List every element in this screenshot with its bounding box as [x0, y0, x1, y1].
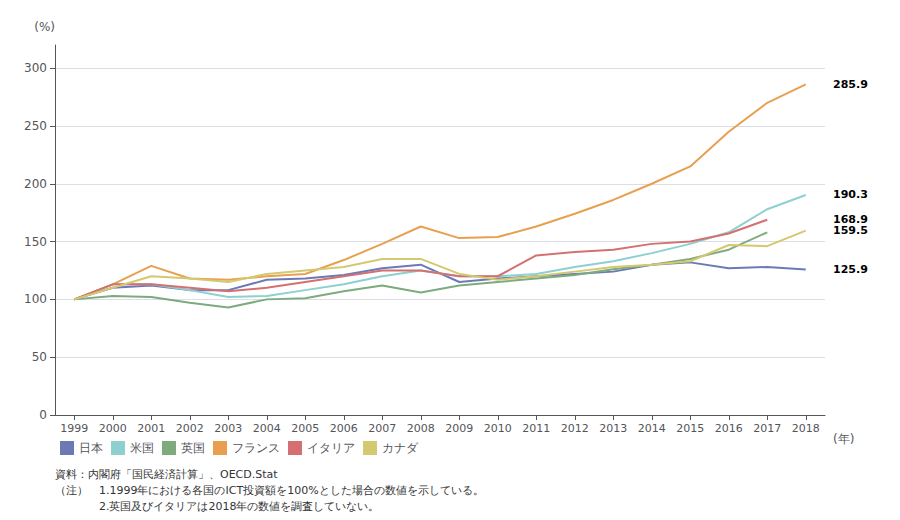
svg-text:190.3: 190.3: [833, 188, 868, 201]
svg-text:2.英国及びイタリアは2018年の数値を調査していない。: 2.英国及びイタリアは2018年の数値を調査していない。: [55, 500, 380, 513]
svg-text:イタリア: イタリア: [307, 441, 355, 455]
svg-text:2007: 2007: [368, 422, 396, 435]
svg-text:2005: 2005: [291, 422, 319, 435]
svg-text:50: 50: [32, 350, 47, 364]
svg-text:2008: 2008: [407, 422, 435, 435]
svg-text:250: 250: [24, 119, 47, 133]
svg-text:フランス: フランス: [232, 441, 280, 455]
svg-text:米国: 米国: [130, 441, 154, 455]
svg-text:125.9: 125.9: [833, 263, 868, 276]
svg-text:2003: 2003: [214, 422, 242, 435]
svg-text:2002: 2002: [176, 422, 204, 435]
svg-text:159.5: 159.5: [833, 224, 868, 237]
svg-text:2010: 2010: [484, 422, 512, 435]
svg-text:1999: 1999: [60, 422, 88, 435]
svg-text:2017: 2017: [753, 422, 781, 435]
svg-text:2000: 2000: [99, 422, 127, 435]
svg-text:カナダ: カナダ: [382, 441, 419, 455]
svg-text:2011: 2011: [522, 422, 550, 435]
svg-text:150: 150: [24, 235, 47, 249]
svg-text:2013: 2013: [599, 422, 627, 435]
svg-text:資料：内閣府「国民経済計算」、OECD.Stat: 資料：内閣府「国民経済計算」、OECD.Stat: [55, 468, 278, 481]
svg-text:168.9: 168.9: [833, 213, 868, 227]
svg-text:(%): (%): [34, 20, 55, 34]
svg-text:2001: 2001: [137, 422, 165, 435]
svg-text:300: 300: [24, 61, 47, 75]
svg-text:2006: 2006: [330, 422, 358, 435]
svg-text:2015: 2015: [676, 422, 704, 435]
svg-text:英国: 英国: [181, 441, 205, 455]
svg-text:日本: 日本: [79, 441, 103, 455]
svg-text:2004: 2004: [253, 422, 281, 435]
svg-text:2014: 2014: [638, 422, 666, 435]
svg-text:2012: 2012: [561, 422, 589, 435]
svg-text:（注） 1.1999年における各国のICT投資額を100%と: （注） 1.1999年における各国のICT投資額を100%とした場合の数値を示し…: [55, 484, 484, 497]
svg-text:2009: 2009: [445, 422, 473, 435]
svg-text:2018: 2018: [792, 422, 820, 435]
svg-text:0: 0: [39, 408, 47, 422]
svg-text:200: 200: [24, 177, 47, 191]
svg-text:(年): (年): [833, 432, 854, 446]
svg-text:2016: 2016: [715, 422, 743, 435]
svg-text:285.9: 285.9: [833, 78, 868, 91]
svg-text:100: 100: [24, 292, 47, 306]
